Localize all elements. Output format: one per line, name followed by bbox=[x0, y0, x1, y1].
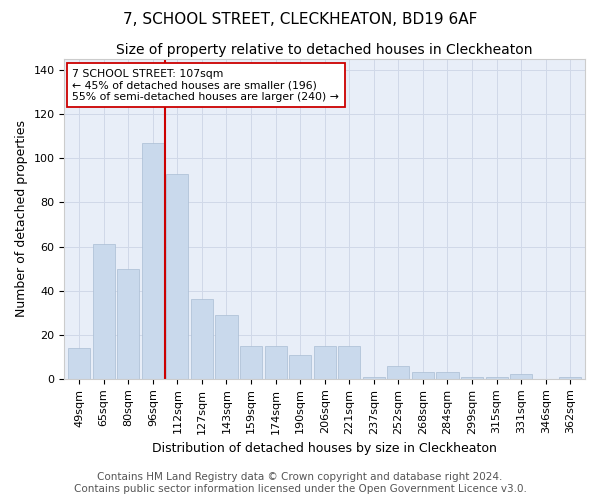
Bar bbox=[559, 376, 581, 379]
Bar bbox=[412, 372, 434, 379]
Bar bbox=[289, 354, 311, 379]
Bar bbox=[240, 346, 262, 379]
Bar bbox=[117, 268, 139, 379]
Bar bbox=[92, 244, 115, 379]
Bar bbox=[388, 366, 409, 379]
Bar bbox=[338, 346, 361, 379]
Text: 7, SCHOOL STREET, CLECKHEATON, BD19 6AF: 7, SCHOOL STREET, CLECKHEATON, BD19 6AF bbox=[123, 12, 477, 26]
Bar bbox=[68, 348, 90, 379]
Bar bbox=[166, 174, 188, 379]
Bar bbox=[363, 376, 385, 379]
Text: Contains HM Land Registry data © Crown copyright and database right 2024.
Contai: Contains HM Land Registry data © Crown c… bbox=[74, 472, 526, 494]
Bar bbox=[510, 374, 532, 379]
Y-axis label: Number of detached properties: Number of detached properties bbox=[15, 120, 28, 318]
Bar bbox=[461, 376, 483, 379]
Bar bbox=[314, 346, 336, 379]
Bar bbox=[142, 143, 164, 379]
Bar bbox=[215, 315, 238, 379]
Bar bbox=[265, 346, 287, 379]
Title: Size of property relative to detached houses in Cleckheaton: Size of property relative to detached ho… bbox=[116, 42, 533, 56]
Bar bbox=[485, 376, 508, 379]
Bar bbox=[436, 372, 458, 379]
Bar bbox=[191, 300, 213, 379]
Text: 7 SCHOOL STREET: 107sqm
← 45% of detached houses are smaller (196)
55% of semi-d: 7 SCHOOL STREET: 107sqm ← 45% of detache… bbox=[72, 68, 339, 102]
X-axis label: Distribution of detached houses by size in Cleckheaton: Distribution of detached houses by size … bbox=[152, 442, 497, 455]
